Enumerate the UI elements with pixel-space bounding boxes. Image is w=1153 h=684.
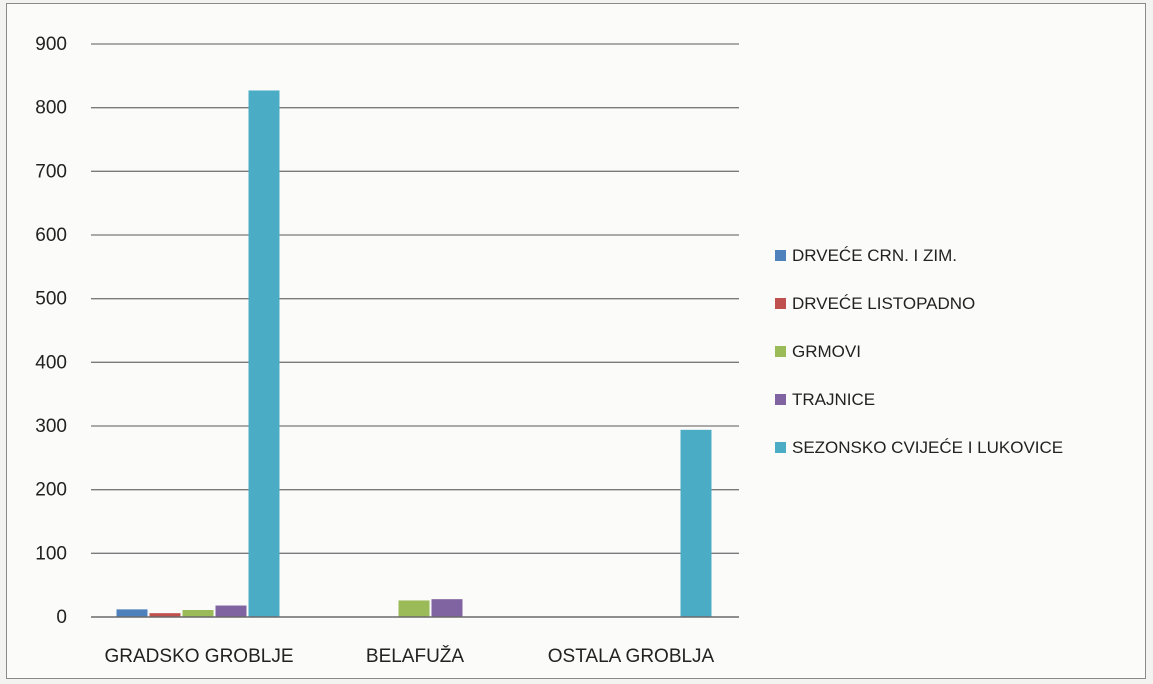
y-tick-label: 700	[35, 161, 67, 182]
legend-label-drvece-listopadno: DRVEĆE LISTOPADNO	[792, 294, 975, 313]
bar-gradsko-groblje-trajnice	[215, 605, 247, 617]
legend-label-grmovi: GRMOVI	[792, 342, 861, 361]
y-tick-label: 500	[35, 289, 67, 310]
y-tick-label: 100	[35, 543, 67, 564]
legend: DRVEĆE CRN. I ZIM. DRVEĆE LISTOPADNO GRMOV…	[775, 246, 1063, 457]
bar-ostala-groblja-sezonsko-cvijece-i-lukovice	[680, 429, 712, 617]
bar-belafuza-trajnice	[431, 599, 463, 617]
gridlines	[91, 43, 739, 554]
legend-swatch-sezonsko-cvijece-i-lukovice	[775, 442, 786, 453]
legend-swatch-drvece-crn-i-zim	[775, 250, 786, 261]
bar-gradsko-groblje-sezonsko-cvijece-i-lukovice	[248, 90, 280, 617]
bar-gradsko-groblje-grmovi	[182, 609, 214, 617]
bar-gradsko-groblje-drvece-crn-i-zim	[116, 609, 148, 617]
y-axis-tick-labels: 0 100 200 300 400 500 600 700 800 900	[35, 34, 67, 628]
y-tick-label: 300	[35, 416, 67, 437]
y-tick-label: 800	[35, 98, 67, 119]
x-category-label: BELAFUŽA	[366, 645, 465, 667]
chart-frame: 0 100 200 300 400 500 600 700 800 900 GRADSKO GRO…	[6, 3, 1146, 679]
bar-belafuza-grmovi	[398, 600, 430, 617]
x-axis-category-labels: GRADSKO GROBLJE BELAFUŽA OSTALA GROBLJA	[105, 645, 715, 667]
legend-label-trajnice: TRAJNICE	[792, 390, 875, 409]
legend-swatch-grmovi	[775, 346, 786, 357]
legend-swatch-drvece-listopadno	[775, 298, 786, 309]
y-tick-label: 600	[35, 225, 67, 246]
y-tick-label: 0	[56, 607, 67, 628]
legend-label-drvece-crn-i-zim: DRVEĆE CRN. I ZIM.	[792, 246, 957, 265]
legend-swatch-trajnice	[775, 394, 786, 405]
bar-chart: 0 100 200 300 400 500 600 700 800 900 GRADSKO GRO…	[35, 34, 1063, 667]
y-tick-label: 400	[35, 352, 67, 373]
y-tick-label: 900	[35, 34, 67, 55]
y-tick-label: 200	[35, 480, 67, 501]
bar-gradsko-groblje-drvece-listopadno	[149, 613, 181, 617]
x-category-label: OSTALA GROBLJA	[548, 646, 715, 667]
bars	[116, 90, 712, 617]
legend-label-sezonsko-cvijece-i-lukovice: SEZONSKO CVIJEĆE I LUKOVICE	[792, 438, 1063, 457]
x-category-label: GRADSKO GROBLJE	[105, 646, 294, 667]
